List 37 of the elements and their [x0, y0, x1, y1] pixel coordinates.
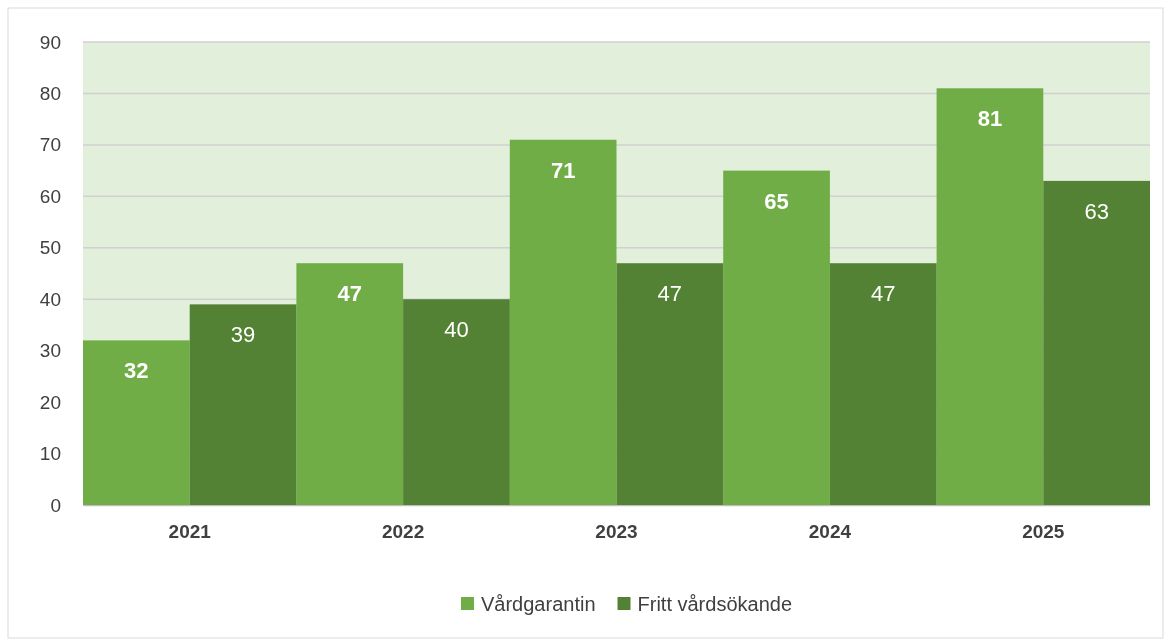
bar [189, 304, 297, 505]
data-label: 47 [871, 281, 896, 307]
data-label: 71 [550, 157, 576, 183]
bar [509, 139, 617, 505]
legend-label: Fritt vårdsökande [637, 593, 793, 615]
y-tick-label: 60 [39, 185, 61, 207]
y-tick-label: 10 [39, 443, 61, 465]
bar [829, 263, 937, 505]
x-tick-label: 2021 [168, 521, 212, 543]
y-tick-label: 90 [39, 31, 61, 53]
bar [616, 263, 724, 505]
data-label: 32 [124, 358, 149, 384]
bar [403, 299, 510, 505]
y-tick-label: 80 [39, 83, 61, 105]
data-label: 39 [230, 322, 256, 348]
bar [1043, 180, 1150, 505]
y-tick-label: 0 [50, 494, 61, 516]
x-tick-label: 2023 [595, 521, 638, 543]
x-tick-label: 2024 [808, 521, 852, 543]
x-tick-label: 2022 [381, 521, 425, 543]
bar [296, 263, 404, 505]
y-tick-label: 30 [39, 340, 61, 362]
y-tick-label: 50 [39, 237, 61, 259]
y-tick-label: 70 [39, 134, 61, 156]
data-label: 63 [1084, 198, 1109, 224]
bar [936, 88, 1044, 505]
data-label: 47 [337, 281, 362, 307]
bar [83, 340, 190, 505]
data-label: 65 [764, 188, 789, 214]
y-tick-label: 40 [39, 288, 61, 310]
data-label: 81 [977, 106, 1003, 132]
legend-label: Vårdgarantin [480, 593, 596, 615]
bar [723, 170, 830, 505]
data-label: 40 [444, 317, 469, 343]
data-label: 47 [657, 281, 683, 307]
y-tick-label: 20 [39, 391, 61, 413]
x-tick-label: 2025 [1022, 521, 1065, 543]
